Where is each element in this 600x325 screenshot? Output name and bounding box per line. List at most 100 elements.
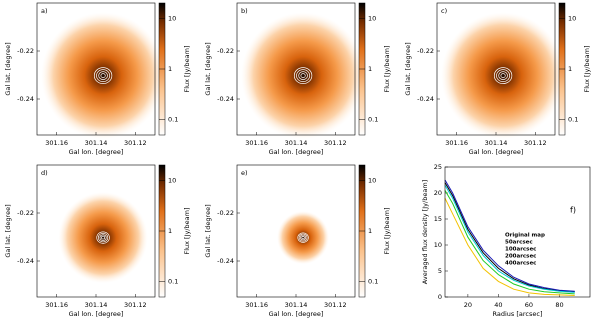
x-tick-label: 301.12 bbox=[524, 139, 547, 147]
series-line bbox=[444, 190, 575, 295]
y-tick-label: 15 bbox=[434, 215, 442, 223]
contour bbox=[301, 236, 305, 240]
colorbar-tick-label: 0.1 bbox=[368, 116, 378, 124]
colorbar-label: Flux [Jy/beam] bbox=[183, 207, 191, 254]
y-axis-label: Gal lat. [degree] bbox=[204, 204, 212, 257]
x-tick-label: 301.16 bbox=[245, 301, 268, 309]
contour bbox=[99, 234, 107, 241]
map-panel: a) 301.16 301.14 301.12 -0.24 -0.22 Gal lon. [… bbox=[4, 2, 191, 156]
y-tick-label: 5 bbox=[438, 267, 442, 275]
y-axis-label: Averaged flux density [Jy/beam] bbox=[421, 180, 429, 284]
contour bbox=[498, 71, 508, 80]
y-tick-label: -0.22 bbox=[217, 47, 234, 55]
series-line bbox=[444, 197, 575, 296]
contour bbox=[296, 69, 311, 82]
contour bbox=[293, 67, 313, 84]
contour bbox=[101, 235, 106, 240]
contour bbox=[96, 69, 111, 82]
colorbar-tick-label: 10 bbox=[568, 14, 576, 22]
panel-label: d) bbox=[41, 169, 48, 177]
x-tick-label: 301.12 bbox=[324, 301, 347, 309]
y-tick-label: 20 bbox=[434, 189, 442, 197]
x-tick-label: 301.12 bbox=[124, 301, 147, 309]
x-axis-label: Gal lon. [degree] bbox=[269, 148, 324, 156]
y-tick-label: -0.24 bbox=[417, 95, 434, 103]
contour bbox=[297, 232, 309, 243]
colorbar-tick-label: 1 bbox=[168, 65, 172, 73]
annotation: f) bbox=[570, 206, 576, 215]
x-tick-label: 60 bbox=[525, 301, 533, 309]
y-tick-label: 0 bbox=[438, 293, 442, 301]
x-tick-label: 301.14 bbox=[85, 301, 108, 309]
x-tick-label: 80 bbox=[555, 301, 563, 309]
contour bbox=[496, 69, 511, 82]
x-tick-label: 301.16 bbox=[45, 301, 68, 309]
series-line bbox=[444, 184, 575, 293]
panel-label: e) bbox=[241, 169, 248, 177]
y-axis-label: Gal lat. [degree] bbox=[4, 204, 12, 257]
map-panel: c) 301.16 301.14 301.12 -0.24 -0.22 Gal lon. [… bbox=[404, 2, 591, 156]
x-tick-label: 301.16 bbox=[445, 139, 468, 147]
colorbar-tick-label: 0.1 bbox=[368, 278, 378, 286]
panel-label: a) bbox=[41, 7, 48, 15]
emission-map bbox=[241, 12, 366, 139]
contour bbox=[493, 67, 513, 84]
emission-map bbox=[58, 192, 148, 284]
x-tick-label: 301.12 bbox=[324, 139, 347, 147]
colorbar-label: Flux [Jy/beam] bbox=[383, 207, 391, 254]
colorbar-tick-label: 0.1 bbox=[168, 278, 178, 286]
x-tick-label: 301.16 bbox=[245, 139, 268, 147]
x-axis-label: Gal lon. [degree] bbox=[69, 310, 124, 318]
y-tick-label: -0.24 bbox=[217, 95, 234, 103]
map-panel: e) 301.16 301.14 301.12 -0.24 -0.22 Gal lon. [… bbox=[204, 164, 391, 318]
colorbar-tick-label: 1 bbox=[568, 65, 572, 73]
colorbar-tick-label: 0.1 bbox=[568, 116, 578, 124]
y-tick-label: 25 bbox=[434, 163, 442, 171]
x-axis-label: Gal lon. [degree] bbox=[269, 310, 324, 318]
contour bbox=[300, 73, 306, 78]
series-line bbox=[444, 179, 575, 292]
x-tick-label: 20 bbox=[464, 301, 472, 309]
legend-entry: 50arcsec bbox=[505, 240, 533, 246]
panel-label: c) bbox=[441, 7, 447, 15]
y-tick-label: -0.22 bbox=[17, 209, 34, 217]
contour bbox=[98, 71, 108, 80]
contour bbox=[298, 71, 308, 80]
x-tick-label: 301.14 bbox=[285, 139, 308, 147]
y-axis-label: Gal lat. [degree] bbox=[404, 42, 412, 95]
y-tick-label: -0.24 bbox=[17, 257, 34, 265]
colorbar-tick-label: 1 bbox=[168, 227, 172, 235]
colorbar-tick-label: 1 bbox=[368, 227, 372, 235]
x-tick-label: 301.12 bbox=[124, 139, 147, 147]
x-tick-label: 301.14 bbox=[285, 301, 308, 309]
colorbar-tick-label: 1 bbox=[368, 65, 372, 73]
legend-entry: 200arcsec bbox=[505, 254, 536, 260]
colorbar-label: Flux [Jy/beam] bbox=[583, 45, 591, 92]
y-axis-label: Gal lat. [degree] bbox=[204, 42, 212, 95]
x-tick-label: 301.16 bbox=[45, 139, 68, 147]
emission-map bbox=[277, 211, 330, 265]
y-tick-label: -0.24 bbox=[217, 257, 234, 265]
x-axis-label: Radius [arcsec] bbox=[493, 310, 543, 318]
x-tick-label: 301.14 bbox=[85, 139, 108, 147]
y-tick-label: -0.22 bbox=[17, 47, 34, 55]
emission-map bbox=[441, 12, 566, 139]
legend-entry: 100arcsec bbox=[505, 247, 536, 253]
x-tick-label: 40 bbox=[494, 301, 502, 309]
contour bbox=[97, 232, 109, 243]
contour bbox=[298, 233, 308, 242]
contour bbox=[96, 231, 110, 244]
colorbar-tick-label: 10 bbox=[368, 14, 376, 22]
colorbar-tick-label: 10 bbox=[368, 176, 376, 184]
colorbar-label: Flux [Jy/beam] bbox=[183, 45, 191, 92]
colorbar-tick-label: 0.1 bbox=[168, 116, 178, 124]
y-tick-label: -0.22 bbox=[217, 209, 234, 217]
x-tick-label: 301.14 bbox=[485, 139, 508, 147]
contour bbox=[500, 73, 506, 78]
emission-map bbox=[41, 12, 166, 139]
profile-panel: 20 40 60 80 0 5 10 15 20 25 Original map50arcsec10… bbox=[421, 163, 591, 318]
contour bbox=[300, 234, 307, 241]
x-axis-label: Gal lon. [degree] bbox=[69, 148, 124, 156]
legend-entry: 400arcsec bbox=[505, 261, 536, 267]
